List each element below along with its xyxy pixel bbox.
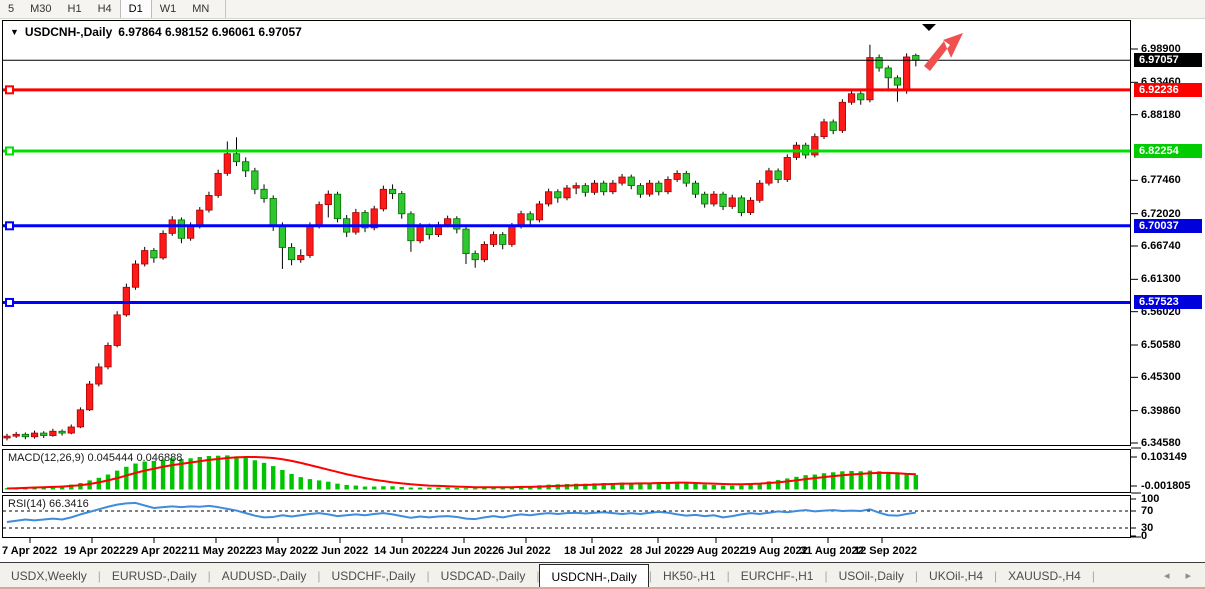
tab-separator: | [97, 568, 101, 583]
price-tick-label: 6.61300 [1141, 273, 1181, 286]
price-tick-label: 6.39860 [1141, 404, 1181, 417]
tab-separator: | [1091, 568, 1095, 583]
date-tick-label: 24 Jun 2022 [436, 545, 499, 557]
chart-tab-ukoil-h4[interactable]: UKOil-,H4 [929, 568, 984, 583]
price-tick-label: 6.77460 [1141, 174, 1181, 187]
date-tick-label: 18 Jul 2022 [564, 545, 623, 557]
rsi-axis-label: 30 [1141, 522, 1154, 534]
price-level-badge-6.97057: 6.97057 [1134, 53, 1202, 68]
chart-tab-bar: USDX,Weekly | EURUSD-,Daily | AUDUSD-,Daily |… [0, 562, 1205, 588]
symbol-dropdown-icon[interactable]: ▼ [10, 27, 19, 37]
up-trend-arrow[interactable] [924, 33, 963, 71]
price-tick-label: 6.34580 [1141, 437, 1181, 449]
macd-value-main: 0.045444 [87, 452, 134, 464]
timeframe-button-mn[interactable]: MN [192, 3, 210, 15]
rsi-axis-label: 70 [1141, 505, 1154, 517]
price-level-badge-6.92236: 6.92236 [1134, 82, 1202, 97]
date-tick-label: 7 Apr 2022 [2, 545, 58, 557]
timeframe-button-h1[interactable]: H1 [67, 3, 82, 15]
chart-symbol-label: USDCNH-,Daily [24, 25, 113, 39]
date-tick-label: 23 May 2022 [250, 545, 315, 557]
timeframe-button-h4[interactable]: H4 [97, 3, 112, 15]
rsi-axis-label: 100 [1141, 493, 1160, 505]
rsi-name: RSI(14) [8, 498, 46, 510]
price-tick-label: 6.72020 [1141, 207, 1181, 220]
date-tick-label: 14 Jun 2022 [374, 545, 437, 557]
chart-ohlc-values: 6.97864 6.98152 6.96061 6.97057 [118, 25, 302, 39]
price-tick-label: 6.45300 [1141, 371, 1181, 384]
tab-separator: | [914, 568, 919, 583]
rsi-label: RSI(14) 66.3416 [8, 498, 89, 510]
date-tick-label: 2 Jun 2022 [312, 545, 369, 557]
date-tick-label: 29 Apr 2022 [126, 545, 188, 557]
tab-scroll-left-icon[interactable]: ◂ [1163, 570, 1170, 582]
chart-tab-usoil-daily[interactable]: USOil-,Daily [838, 568, 904, 583]
chart-tab-usdchf-daily[interactable]: USDCHF-,Daily [331, 568, 416, 583]
chart-tab-audusd-daily[interactable]: AUDUSD-,Daily [221, 568, 307, 583]
date-tick-label: 19 Apr 2022 [64, 545, 126, 557]
rsi-indicator-pane[interactable] [2, 495, 1131, 538]
level-line-handle[interactable] [5, 85, 14, 95]
chart-tab-xauusd-h4[interactable]: XAUUSD-,H4 [1008, 568, 1081, 583]
timeframe-button-m30[interactable]: M30 [30, 3, 52, 15]
price-tick-label: 6.88180 [1141, 108, 1181, 121]
chart-tab-usdcad-daily[interactable]: USDCAD-,Daily [440, 568, 526, 583]
level-line-handle[interactable] [5, 297, 14, 307]
price-tick-label: 6.66740 [1141, 240, 1181, 252]
price-level-badge-6.57523: 6.57523 [1134, 295, 1202, 310]
timeframe-toolbar: 5 M30 H1 H4 D1 W1 MN [0, 0, 1205, 19]
chart-tab-hk50-h1[interactable]: HK50-,H1 [662, 568, 716, 583]
date-tick-label: 31 Aug 2022 [800, 545, 864, 557]
tab-separator: | [317, 568, 321, 583]
level-line-handle[interactable] [5, 146, 14, 156]
tab-separator: | [994, 568, 998, 583]
price-tick-label: 6.50580 [1141, 338, 1181, 351]
date-tick-label: 11 May 2022 [188, 545, 252, 557]
tab-separator: | [426, 568, 430, 583]
price-level-badge-6.70037: 6.70037 [1134, 218, 1202, 233]
down-triangle-marker[interactable] [922, 24, 936, 31]
rsi-value: 66.3416 [48, 498, 89, 510]
tab-separator: | [726, 568, 730, 583]
timeframe-button-w1[interactable]: W1 [159, 3, 177, 15]
date-tick-label: 9 Aug 2022 [688, 545, 746, 557]
date-tick-label: 12 Sep 2022 [854, 545, 917, 557]
date-tick-label: 19 Aug 2022 [744, 545, 808, 557]
chart-tab-usdx-weekly[interactable]: USDX,Weekly [11, 568, 87, 583]
macd-axis-label: -0.001805 [1141, 480, 1191, 492]
macd-label: MACD(12,26,9) 0.045444 0.046888 [8, 452, 182, 464]
chart-title: ▼ USDCNH-,Daily 6.97864 6.98152 6.96061 … [10, 25, 302, 39]
tab-separator: | [207, 568, 211, 583]
price-level-badge-6.82254: 6.82254 [1134, 143, 1202, 158]
window-bottom-edge [0, 587, 1205, 589]
timeframe-button-d1[interactable]: D1 [119, 0, 152, 18]
date-tick-label: 28 Jul 2022 [630, 545, 689, 557]
rsi-axis-label: 0 [1141, 530, 1148, 542]
tab-separator: | [648, 568, 652, 583]
tab-separator: | [536, 568, 540, 583]
macd-name: MACD(12,26,9) [8, 452, 85, 464]
date-tick-label: 6 Jul 2022 [498, 545, 551, 557]
macd-axis-label: 0.103149 [1141, 451, 1187, 463]
chart-tab-eurusd-daily[interactable]: EURUSD-,Daily [111, 568, 197, 583]
timeframe-button-5[interactable]: 5 [8, 3, 15, 15]
toolbar-separator [225, 0, 227, 18]
tab-separator: | [824, 568, 828, 583]
level-line-handle[interactable] [5, 221, 14, 231]
tab-scroll-nav: ◂ ▸ [1164, 569, 1205, 582]
macd-value-signal: 0.046888 [136, 452, 183, 464]
tab-scroll-right-icon[interactable]: ▸ [1185, 570, 1191, 582]
chart-tab-eurchf-h1[interactable]: EURCHF-,H1 [740, 568, 814, 583]
price-tick-label: 6.98900 [1141, 43, 1181, 55]
chart-tab-usdcnh-daily[interactable]: USDCNH-,Daily [539, 563, 649, 588]
